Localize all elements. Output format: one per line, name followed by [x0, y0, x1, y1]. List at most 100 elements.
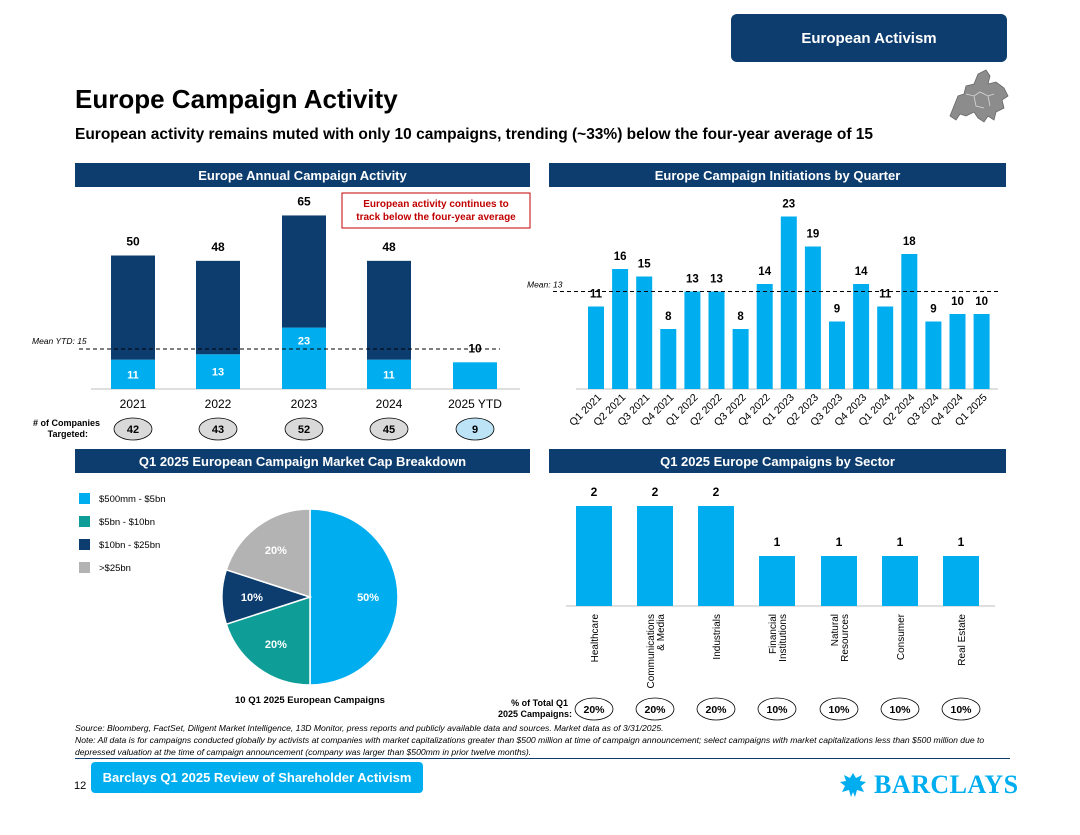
annual-bar-top — [111, 255, 155, 360]
pct-label-line1: % of Total Q1 — [511, 698, 568, 708]
sector-bar — [576, 506, 612, 606]
quarterly-value-label: 23 — [782, 199, 795, 211]
sector-pct-value: 20% — [583, 704, 605, 716]
quarterly-value-label: 10 — [975, 296, 988, 308]
pie-slice — [225, 595, 311, 686]
sector-panel-header: Q1 2025 Europe Campaigns by Sector — [549, 449, 1006, 473]
sector-pct-value: 10% — [889, 704, 911, 716]
annual-segment-label: 11 — [383, 369, 395, 381]
eagle-icon — [840, 773, 866, 797]
sector-category-label: & Media — [656, 614, 667, 651]
legend-label: $5bn - $10bn — [99, 517, 155, 528]
annual-category-label: 2022 — [205, 397, 232, 411]
legend-swatch — [79, 562, 90, 573]
sector-category-label: Institutions — [778, 614, 789, 662]
annual-panel-header: Europe Annual Campaign Activity — [75, 163, 530, 187]
companies-badge — [284, 417, 324, 441]
quarterly-value-label: 13 — [686, 274, 699, 286]
companies-badge — [113, 417, 153, 441]
sector-value-label: 2 — [713, 485, 720, 499]
companies-label-line1: # of Companies — [33, 418, 100, 428]
sector-value-label: 1 — [897, 535, 904, 549]
quarterly-bar — [612, 269, 629, 389]
sector-category-label: Healthcare — [590, 614, 601, 663]
sector-pct-badge — [757, 697, 797, 721]
sector-category-label: Resources — [840, 614, 851, 662]
pie-slice-label: 20% — [265, 639, 287, 651]
page-title: Europe Campaign Activity — [75, 84, 398, 114]
legend-label: >$25bn — [99, 563, 131, 574]
callout-line2: track below the four-year average — [356, 212, 516, 223]
quarterly-bar — [588, 306, 604, 389]
sector-category-label: Real Estate — [957, 614, 968, 666]
quarterly-bar — [684, 291, 701, 389]
quarterly-value-label: 9 — [930, 304, 936, 316]
sector-category-label: Natural — [830, 614, 841, 646]
sector-value-label: 1 — [836, 535, 843, 549]
companies-value: 42 — [127, 424, 139, 436]
sector-category-label: Communications — [646, 614, 657, 688]
sector-pct-badge — [696, 697, 736, 721]
quarterly-panel-header: Europe Campaign Initiations by Quarter — [549, 163, 1006, 187]
quarterly-value-label: 11 — [590, 289, 603, 301]
sector-pct-badge — [880, 697, 920, 721]
pie-caption: 10 Q1 2025 European Campaigns — [235, 695, 385, 706]
pie-slice-label: 20% — [265, 545, 287, 557]
quarterly-value-label: 19 — [807, 229, 820, 241]
sector-bar — [637, 506, 673, 606]
companies-value: 43 — [212, 424, 224, 436]
annual-segment-label: 13 — [212, 367, 224, 379]
quarterly-value-label: 13 — [710, 274, 723, 286]
sector-pct-value: 10% — [950, 704, 972, 716]
annual-category-label: 2021 — [120, 397, 147, 411]
marketcap-panel-header: Q1 2025 European Campaign Market Cap Bre… — [75, 449, 530, 473]
companies-value: 45 — [383, 424, 395, 436]
companies-badge — [369, 417, 409, 441]
legend-label: $500mm - $5bn — [99, 494, 166, 505]
sector-bar — [698, 506, 734, 606]
annual-bar-bottom — [111, 359, 155, 389]
quarterly-bar — [756, 284, 773, 389]
pie-slice — [225, 508, 311, 599]
annual-bar-top — [282, 215, 326, 328]
companies-value: 52 — [298, 424, 310, 436]
report-title-pill: Barclays Q1 2025 Review of Shareholder A… — [91, 762, 423, 793]
quarterly-value-label: 9 — [834, 304, 840, 316]
annual-segment-label: 23 — [298, 336, 310, 348]
sector-category-label: Financial — [768, 614, 779, 654]
annual-bar-top — [367, 260, 411, 360]
sector-pct-badge — [941, 697, 981, 721]
quarterly-value-label: 8 — [737, 311, 744, 323]
sector-bar — [821, 556, 857, 606]
sector-pct-badge — [819, 697, 859, 721]
pie-slice-label: 10% — [241, 592, 263, 604]
sector-value-label: 1 — [774, 535, 781, 549]
quarterly-bar — [877, 306, 894, 389]
brand-wordmark: BARCLAYS — [874, 770, 1019, 799]
legend-swatch — [79, 493, 90, 504]
quarterly-value-label: 10 — [951, 296, 964, 308]
quarterly-bar — [708, 291, 725, 389]
annual-bar-top — [196, 260, 240, 355]
quarterly-bar — [925, 321, 942, 389]
companies-badge — [455, 417, 495, 441]
annual-total-label: 50 — [126, 235, 140, 249]
footer-divider — [75, 758, 1010, 759]
quarterly-bar — [973, 314, 990, 389]
sector-bar — [759, 556, 795, 606]
sector-category-label: Consumer — [896, 613, 907, 660]
sector-pct-badge — [574, 697, 614, 721]
quarterly-value-label: 16 — [614, 251, 627, 263]
annual-total-label: 10 — [468, 341, 482, 355]
callout-line1: European activity continues to — [363, 199, 509, 210]
annual-bar-bottom — [367, 359, 411, 389]
sector-value-label: 2 — [652, 485, 659, 499]
quarterly-bar — [660, 329, 677, 389]
quarterly-bar — [901, 254, 918, 389]
section-tag: European Activism — [731, 14, 1007, 62]
annual-bar-bottom — [196, 354, 240, 389]
annual-category-label: 2025 YTD — [448, 397, 502, 411]
quarterly-value-label: 15 — [638, 259, 651, 271]
